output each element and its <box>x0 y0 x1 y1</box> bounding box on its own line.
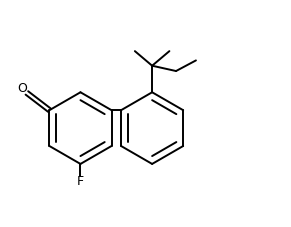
Text: O: O <box>17 82 27 95</box>
Text: F: F <box>77 175 84 188</box>
